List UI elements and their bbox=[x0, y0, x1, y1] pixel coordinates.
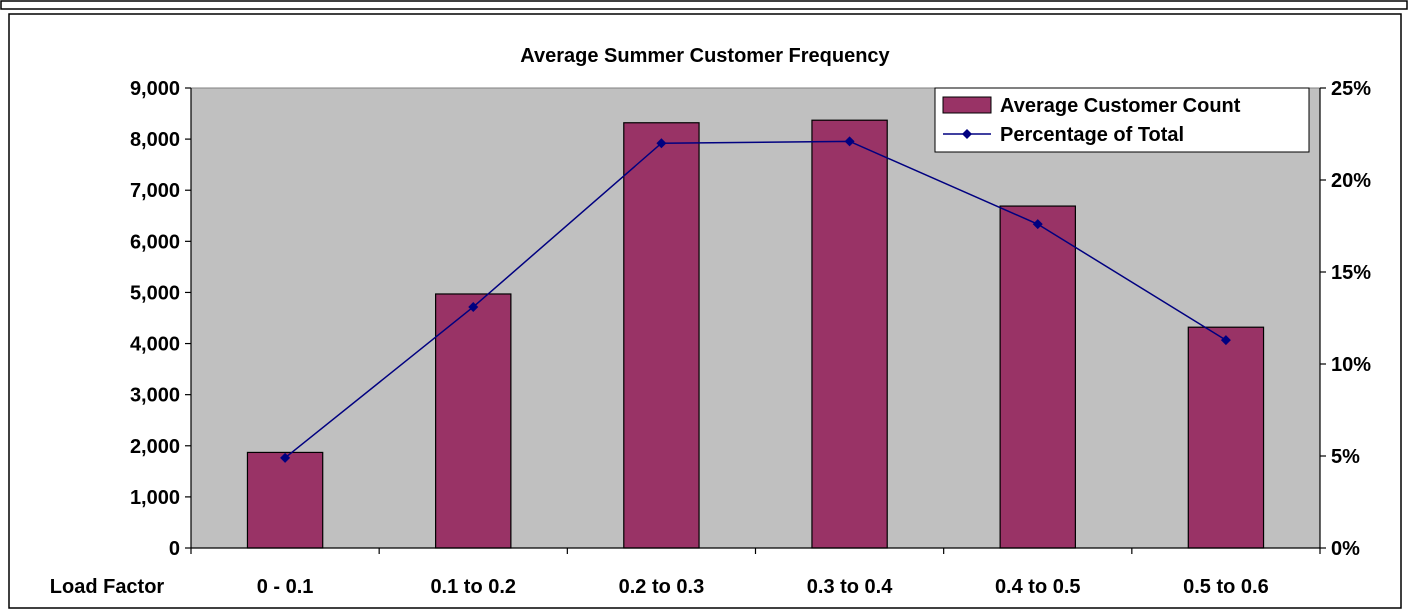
chart-title: Average Summer Customer Frequency bbox=[520, 45, 890, 67]
line-point-5 bbox=[1220, 335, 1231, 346]
y-right-tick-label: 20% bbox=[1331, 170, 1371, 192]
legend-label-line: Percentage of Total bbox=[1000, 124, 1184, 146]
x-tick-label: 0.3 to 0.4 bbox=[807, 576, 893, 598]
plot-area bbox=[190, 87, 1321, 549]
x-tick-label: 0.2 to 0.3 bbox=[619, 576, 705, 598]
legend-label-bar: Average Customer Count bbox=[1000, 95, 1241, 117]
x-tick-label: 0.4 to 0.5 bbox=[995, 576, 1081, 598]
y-left-tick-label: 6,000 bbox=[130, 231, 180, 253]
x-tick-label: 0.5 to 0.6 bbox=[1183, 576, 1269, 598]
bars-layer bbox=[246, 119, 1265, 549]
y-left-tick-label: 1,000 bbox=[130, 487, 180, 509]
axes-layer: 0 1,000 2,000 3,000 4,000 5,000 6,000 7,000 8,00… bbox=[130, 78, 1371, 598]
y-left-tick-label: 8,000 bbox=[130, 129, 180, 151]
line-point-2 bbox=[656, 138, 667, 149]
x-tick-label: 0 - 0.1 bbox=[257, 576, 314, 598]
y-left-tick-label: 5,000 bbox=[130, 282, 180, 304]
x-axis-label: Load Factor bbox=[50, 576, 165, 598]
y-right-tick-label: 0% bbox=[1331, 538, 1360, 560]
bar-1 bbox=[435, 293, 512, 549]
line-point-4 bbox=[1032, 219, 1043, 230]
bar-3 bbox=[811, 119, 888, 549]
y-right-tick-label: 15% bbox=[1331, 262, 1371, 284]
y-left-tick-label: 9,000 bbox=[130, 78, 180, 100]
bar-5 bbox=[1187, 326, 1265, 549]
line-layer bbox=[280, 136, 1231, 463]
bar-4 bbox=[999, 205, 1076, 549]
y-right-tick-label: 25% bbox=[1331, 78, 1371, 100]
y-left-tick-label: 3,000 bbox=[130, 385, 180, 407]
top-strip-border bbox=[0, 0, 1408, 10]
y-right-tick-label: 5% bbox=[1331, 446, 1360, 468]
x-tick-label: 0.1 to 0.2 bbox=[430, 576, 516, 598]
legend-box bbox=[934, 87, 1310, 153]
y-left-tick-label: 4,000 bbox=[130, 334, 180, 356]
line-point-3 bbox=[844, 136, 855, 147]
bar-2 bbox=[623, 122, 700, 549]
bar-0 bbox=[246, 451, 324, 549]
legend-swatch-bar bbox=[942, 96, 992, 114]
percentage-line bbox=[284, 140, 1227, 459]
y-left-tick-label: 0 bbox=[169, 538, 180, 560]
y-left-tick-label: 7,000 bbox=[130, 180, 180, 202]
line-point-1 bbox=[468, 301, 479, 312]
line-point-0 bbox=[280, 452, 291, 463]
y-right-tick-label: 10% bbox=[1331, 354, 1371, 376]
legend: Average Customer Count Percentage of Tot… bbox=[934, 87, 1310, 153]
y-left-tick-label: 2,000 bbox=[130, 436, 180, 458]
legend-swatch-marker bbox=[962, 129, 972, 139]
